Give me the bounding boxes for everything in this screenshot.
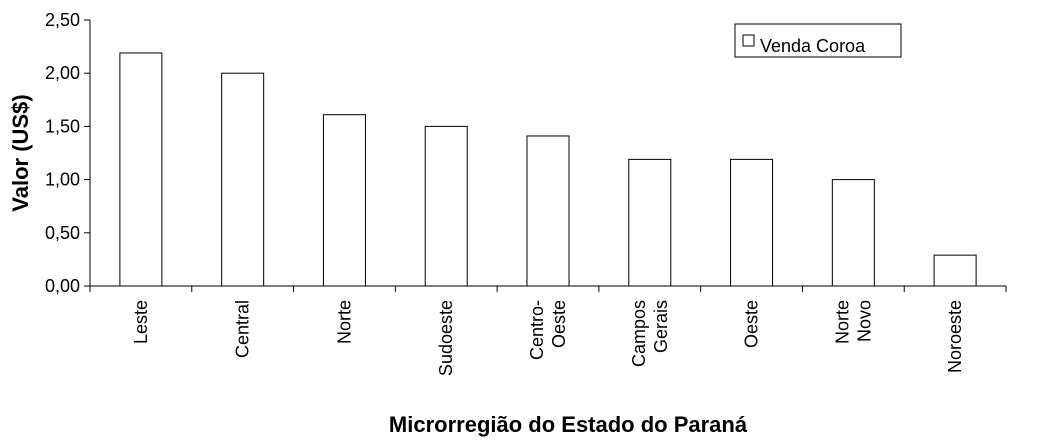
x-tick-label-line: Centro-	[527, 300, 547, 360]
legend-label: Venda Coroa	[760, 36, 866, 56]
bar-central	[221, 72, 265, 287]
legend: Venda Coroa	[734, 23, 902, 58]
x-tick-label-line: Norte	[832, 300, 852, 344]
y-tick-label: 2,00	[45, 63, 80, 83]
x-tick-label: Campos Gerais	[629, 300, 671, 367]
bar-centro-oeste	[526, 135, 570, 287]
y-tick-label: 2,50	[45, 10, 80, 30]
x-tick-label: Central	[233, 300, 253, 358]
x-tick-label-line: Campos	[629, 300, 649, 367]
y-tick-label: 0,00	[45, 276, 80, 296]
x-tick-label-line: Leste	[131, 300, 151, 344]
x-tick-label-line: Noroeste	[945, 300, 965, 373]
x-tick-label: Norte	[334, 300, 354, 344]
y-axis-label: Valor (US$)	[8, 94, 33, 211]
x-tick-label: Sudoeste	[436, 300, 456, 376]
bars	[119, 52, 977, 287]
y-tick-label: 1,50	[45, 116, 80, 136]
x-axis-label: Microrregião do Estado do Paraná	[389, 412, 748, 437]
x-tick-label-line: Central	[233, 300, 253, 358]
legend-swatch	[742, 34, 755, 47]
bar-leste	[119, 52, 163, 287]
x-tick-label-line: Sudoeste	[436, 300, 456, 376]
bar-norte	[322, 114, 366, 287]
x-axis-ticks: Leste Central Norte Sudoeste Centro- Oeste Cam…	[89, 286, 1007, 376]
legend-box	[734, 23, 902, 58]
bar-noroeste	[933, 254, 977, 287]
y-axis-ticks: 0,00 0,50 1,00 1,50 2,00 2,50	[45, 10, 90, 296]
y-tick-label: 1,00	[45, 170, 80, 190]
y-tick-label: 0,50	[45, 223, 80, 243]
bar-campos-gerais	[628, 158, 672, 287]
x-tick-label: Oeste	[742, 300, 762, 348]
x-tick-label-line: Novo	[854, 300, 874, 342]
x-tick-label-line: Oeste	[742, 300, 762, 348]
bar-sudoeste	[424, 125, 468, 287]
x-tick-label: Noroeste	[945, 300, 965, 373]
x-tick-label: Norte Novo	[832, 300, 874, 344]
x-tick-label-line: Gerais	[651, 300, 671, 353]
bar-norte-novo	[831, 179, 875, 287]
x-tick-label: Leste	[131, 300, 151, 344]
x-tick-label-line: Norte	[334, 300, 354, 344]
bar-oeste	[730, 158, 774, 287]
x-tick-label-line: Oeste	[549, 300, 569, 348]
x-tick-label: Centro- Oeste	[527, 300, 569, 360]
